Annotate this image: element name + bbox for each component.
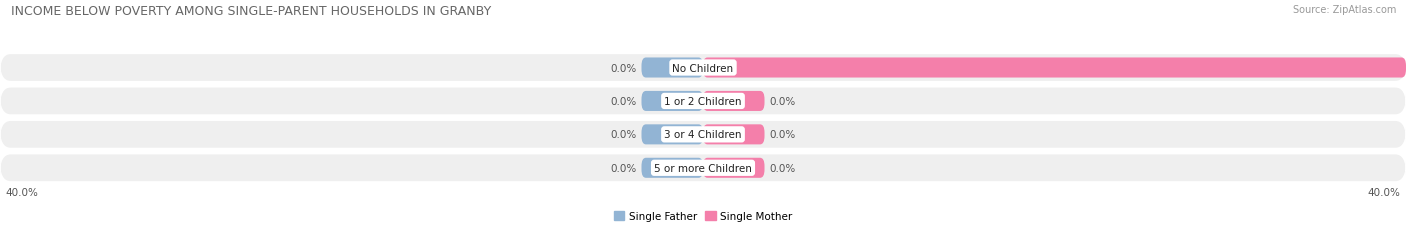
FancyBboxPatch shape (641, 125, 703, 145)
Text: 40.0%: 40.0% (1368, 187, 1400, 197)
FancyBboxPatch shape (703, 125, 765, 145)
Text: 0.0%: 0.0% (770, 97, 796, 106)
FancyBboxPatch shape (0, 88, 1406, 115)
Text: Source: ZipAtlas.com: Source: ZipAtlas.com (1292, 5, 1396, 15)
Text: 0.0%: 0.0% (610, 63, 637, 73)
FancyBboxPatch shape (0, 155, 1406, 181)
Text: No Children: No Children (672, 63, 734, 73)
Text: INCOME BELOW POVERTY AMONG SINGLE-PARENT HOUSEHOLDS IN GRANBY: INCOME BELOW POVERTY AMONG SINGLE-PARENT… (11, 5, 492, 18)
Text: 0.0%: 0.0% (770, 163, 796, 173)
FancyBboxPatch shape (703, 158, 765, 178)
Text: 0.0%: 0.0% (610, 97, 637, 106)
FancyBboxPatch shape (641, 91, 703, 112)
FancyBboxPatch shape (0, 122, 1406, 148)
Text: 1 or 2 Children: 1 or 2 Children (664, 97, 742, 106)
FancyBboxPatch shape (0, 55, 1406, 82)
Legend: Single Father, Single Mother: Single Father, Single Mother (610, 207, 796, 225)
FancyBboxPatch shape (641, 58, 703, 78)
Text: 0.0%: 0.0% (610, 163, 637, 173)
Text: 0.0%: 0.0% (610, 130, 637, 140)
FancyBboxPatch shape (641, 158, 703, 178)
Text: 40.0%: 40.0% (6, 187, 38, 197)
FancyBboxPatch shape (703, 58, 1406, 78)
Text: 3 or 4 Children: 3 or 4 Children (664, 130, 742, 140)
Text: 5 or more Children: 5 or more Children (654, 163, 752, 173)
FancyBboxPatch shape (703, 91, 765, 112)
Text: 0.0%: 0.0% (770, 130, 796, 140)
